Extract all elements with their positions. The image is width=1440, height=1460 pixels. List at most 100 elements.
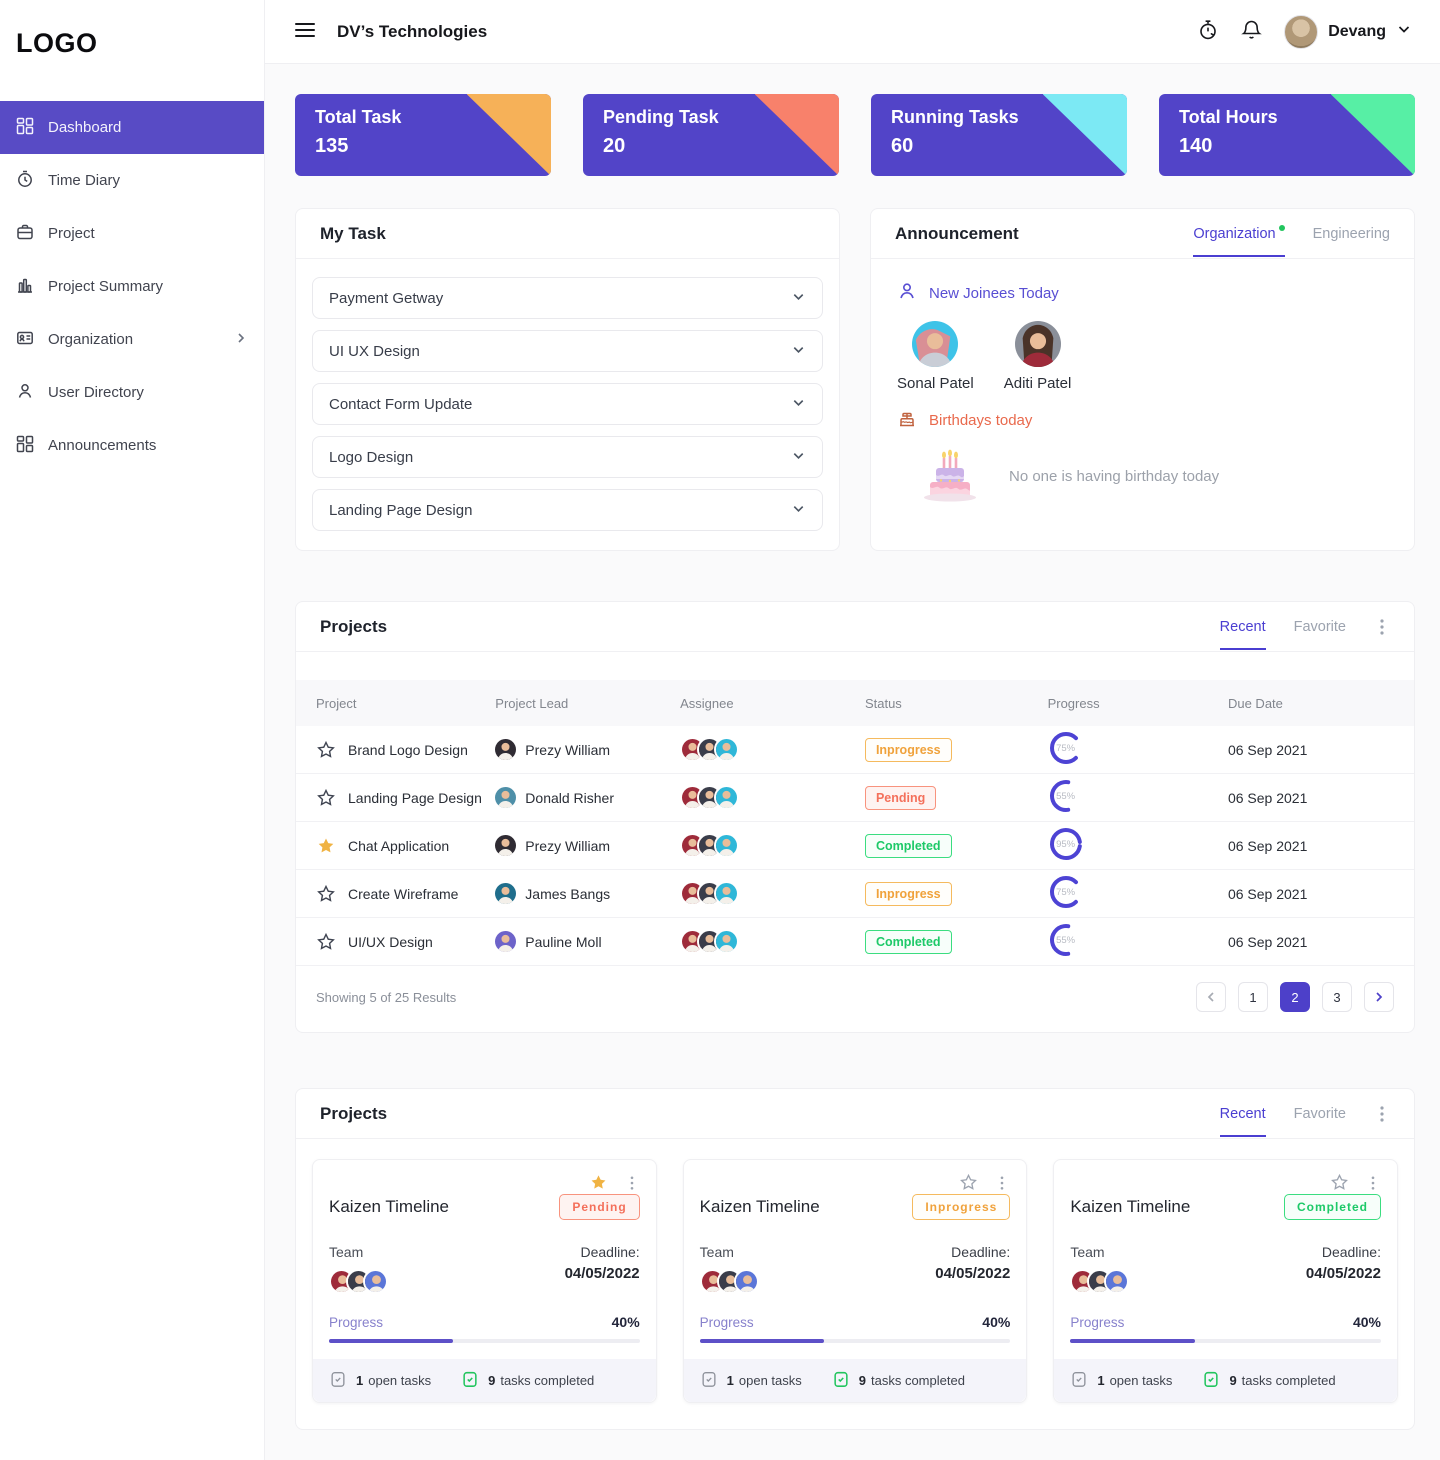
- task-accordion-item[interactable]: UI UX Design: [312, 330, 823, 372]
- notifications-button[interactable]: [1241, 19, 1263, 44]
- favorite-star-icon[interactable]: [1330, 1173, 1349, 1192]
- kebab-menu-button[interactable]: [994, 1175, 1010, 1191]
- my-task-panel: My Task Payment Getway UI UX Design Cont…: [295, 208, 840, 551]
- project-card: Kaizen Timeline Inprogress Team: [682, 1159, 1028, 1403]
- card-title: Kaizen Timeline: [329, 1197, 450, 1216]
- card-title: Kaizen Timeline: [1070, 1197, 1191, 1216]
- sidebar-item-user-directory[interactable]: User Directory: [0, 366, 264, 419]
- user-name: Devang: [1328, 22, 1386, 40]
- task-accordion-item[interactable]: Logo Design: [312, 436, 823, 478]
- lead-avatar: [495, 883, 517, 904]
- id-card-icon: [16, 329, 34, 351]
- joinee: Sonal Patel: [897, 321, 974, 392]
- briefcase-icon: [16, 223, 34, 245]
- sidebar-item-label: Dashboard: [48, 119, 122, 136]
- progress-label: Progress: [699, 1315, 754, 1330]
- pagination-next-button[interactable]: [1364, 982, 1394, 1012]
- favorite-star-icon[interactable]: [959, 1173, 978, 1192]
- tab-recent[interactable]: Recent: [1219, 1105, 1266, 1137]
- avatar: [714, 881, 740, 906]
- tab-recent[interactable]: Recent: [1219, 619, 1266, 650]
- kebab-menu-button[interactable]: [1374, 1105, 1390, 1123]
- progress-ring: 75%: [1048, 874, 1084, 910]
- completed-tasks-count: 9: [858, 1373, 866, 1388]
- tab-favorite[interactable]: Favorite: [1294, 619, 1346, 635]
- table-footer: Showing 5 of 25 Results 1 2 3: [296, 966, 1414, 1032]
- due-date: 06 Sep 2021: [1227, 837, 1308, 854]
- favorite-star-icon[interactable]: [589, 1173, 608, 1192]
- task-accordion-item[interactable]: Payment Getway: [312, 277, 823, 319]
- column-header: Due Date: [1227, 695, 1283, 711]
- open-tasks-count: 1: [356, 1373, 364, 1388]
- sidebar-item-dashboard[interactable]: Dashboard: [0, 101, 264, 154]
- favorite-star-icon[interactable]: [316, 836, 336, 856]
- joinee: Aditi Patel: [1003, 321, 1072, 392]
- task-label: Contact Form Update: [329, 395, 473, 413]
- progress-ring: 55%: [1048, 778, 1084, 814]
- sidebar-item-label: Time Diary: [48, 172, 120, 189]
- lead-avatar: [495, 739, 517, 760]
- completed-tasks-count: 9: [488, 1373, 496, 1388]
- task-accordion-item[interactable]: Landing Page Design: [312, 489, 823, 531]
- tab-favorite[interactable]: Favorite: [1294, 1106, 1346, 1122]
- sidebar-item-organization[interactable]: Organization: [0, 313, 264, 366]
- kebab-menu-button[interactable]: [624, 1175, 640, 1191]
- stat-value: 140: [1179, 135, 1213, 157]
- progress-percent: 75%: [1056, 742, 1076, 754]
- panel-title: Announcement: [895, 223, 1019, 243]
- progress-ring: 95%: [1048, 826, 1084, 862]
- user-menu[interactable]: Devang: [1284, 14, 1412, 49]
- timer-button[interactable]: [1197, 19, 1219, 44]
- status-badge: Pending: [559, 1194, 640, 1220]
- pagination-page-2[interactable]: 2: [1280, 982, 1310, 1012]
- progress-percent: 40%: [1352, 1314, 1381, 1330]
- stat-label: Total Task: [315, 107, 402, 127]
- content: Total Task 135 Pending Task 20 Running T…: [265, 64, 1440, 1460]
- progress-ring: 55%: [1048, 922, 1084, 958]
- status-badge: Completed: [1283, 1194, 1381, 1220]
- avatar: [714, 737, 740, 762]
- stat-value: 135: [315, 135, 349, 157]
- pagination-prev-button[interactable]: [1196, 982, 1226, 1012]
- new-joinees-label: New Joinees Today: [929, 284, 1059, 302]
- favorite-star-icon[interactable]: [316, 932, 336, 952]
- team-avatar-group: [1070, 1269, 1130, 1294]
- chevron-down-icon: [791, 448, 806, 467]
- stopwatch-icon: [1197, 19, 1219, 44]
- chevron-right-icon: [234, 331, 248, 349]
- pagination-page-3[interactable]: 3: [1322, 982, 1352, 1012]
- new-joinees-heading: New Joinees Today: [897, 281, 1388, 305]
- favorite-star-icon[interactable]: [316, 740, 336, 760]
- deadline-date: 04/05/2022: [564, 1265, 640, 1282]
- card-footer: 1 open tasks 9 tasks completed: [683, 1359, 1027, 1402]
- joinee-name: Aditi Patel: [1003, 375, 1072, 392]
- assignee-avatar-group: [680, 833, 865, 858]
- sidebar-item-project-summary[interactable]: Project Summary: [0, 260, 264, 313]
- sidebar-item-project[interactable]: Project: [0, 207, 264, 260]
- cake-icon: [897, 408, 917, 432]
- favorite-star-icon[interactable]: [316, 884, 336, 904]
- avatar: [1104, 1269, 1130, 1294]
- tab-label: Favorite: [1293, 1105, 1346, 1122]
- avatar: [714, 785, 740, 810]
- sidebar-item-announcements[interactable]: Announcements: [0, 419, 264, 472]
- sidebar-item-time-diary[interactable]: Time Diary: [0, 154, 264, 207]
- person-icon: [16, 382, 34, 404]
- completed-tasks-count: 9: [1229, 1373, 1237, 1388]
- avatar: [714, 929, 740, 954]
- kebab-menu-button[interactable]: [1365, 1175, 1381, 1191]
- task-list: Payment Getway UI UX Design Contact Form…: [296, 259, 839, 550]
- deadline-label: Deadline:: [1321, 1244, 1381, 1260]
- favorite-star-icon[interactable]: [316, 788, 336, 808]
- tab-label: Recent: [1219, 1105, 1266, 1122]
- task-accordion-item[interactable]: Contact Form Update: [312, 383, 823, 425]
- tab-organization[interactable]: Organization: [1193, 224, 1285, 257]
- kebab-menu-button[interactable]: [1374, 618, 1390, 636]
- tab-engineering[interactable]: Engineering: [1313, 226, 1390, 242]
- bar-chart-icon: [16, 276, 34, 298]
- deadline-label: Deadline:: [951, 1244, 1011, 1260]
- project-name: Brand Logo Design: [348, 741, 468, 758]
- pagination-page-1[interactable]: 1: [1238, 982, 1268, 1012]
- hamburger-menu-button[interactable]: [295, 22, 315, 41]
- deadline: Deadline: 04/05/2022: [565, 1244, 640, 1294]
